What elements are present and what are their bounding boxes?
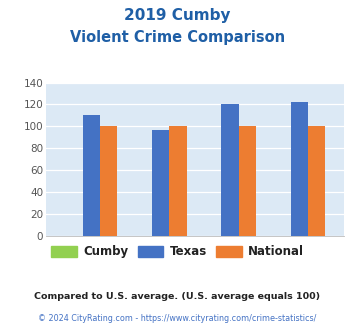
Bar xyxy=(308,126,325,236)
Bar xyxy=(239,126,256,236)
Bar xyxy=(152,130,169,236)
Bar xyxy=(291,102,308,236)
Text: 2019 Cumby: 2019 Cumby xyxy=(124,8,231,23)
Bar xyxy=(169,126,187,236)
Bar xyxy=(221,104,239,236)
Text: © 2024 CityRating.com - https://www.cityrating.com/crime-statistics/: © 2024 CityRating.com - https://www.city… xyxy=(38,314,317,323)
Bar xyxy=(100,126,117,236)
Bar xyxy=(83,115,100,236)
Legend: Cumby, Texas, National: Cumby, Texas, National xyxy=(47,241,308,263)
Text: Compared to U.S. average. (U.S. average equals 100): Compared to U.S. average. (U.S. average … xyxy=(34,292,321,301)
Text: Violent Crime Comparison: Violent Crime Comparison xyxy=(70,30,285,45)
